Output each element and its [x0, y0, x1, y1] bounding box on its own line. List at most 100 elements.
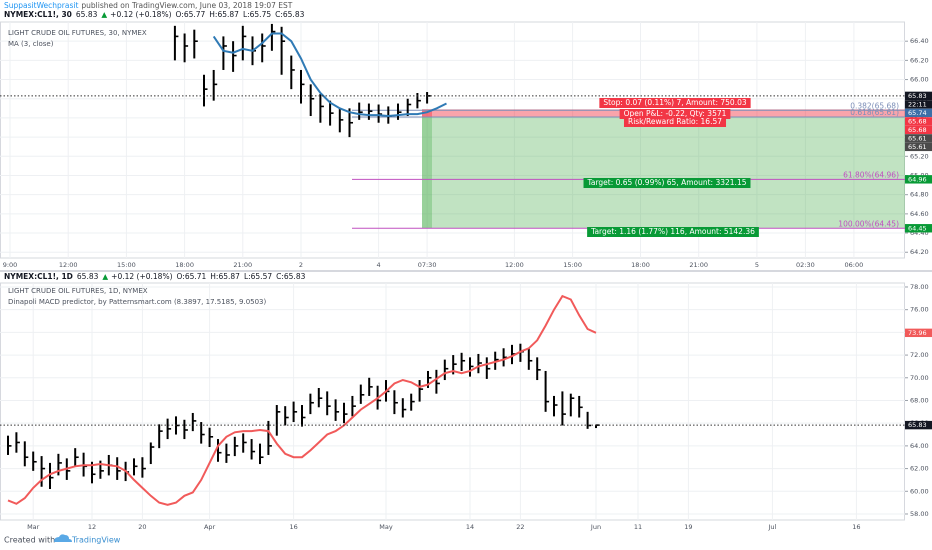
y-tick-label: 70.00 [910, 374, 929, 382]
price-label-text: 64.96 [908, 175, 927, 183]
price-label-text: 64.45 [908, 224, 927, 232]
price-label-text: 65.68 [908, 126, 927, 134]
price-label-text: 65.61 [908, 134, 927, 142]
price-label-text: 73.96 [908, 329, 927, 337]
x-tick-label: 11 [634, 523, 642, 531]
x-tick-label: Jul [767, 523, 776, 531]
x-tick-label: 16 [852, 523, 860, 531]
annotation-text: Target: 1.16 (1.77%) 116, Amount: 5142.3… [590, 227, 755, 236]
x-tick-label: Mar [27, 523, 40, 531]
x-tick-label: 15:00 [117, 261, 136, 269]
x-tick-label: 15:00 [563, 261, 582, 269]
y-tick-label: 62.00 [910, 465, 929, 473]
symbol-info: NYMEX:CL1!, 30 65.83 ▲ +0.12 (+0.18%) O:65.7… [4, 10, 305, 19]
symbol-info: NYMEX:CL1!, 1D 65.83 ▲ +0.12 (+0.18%) O:65.7… [4, 272, 306, 281]
y-tick-label: 76.00 [910, 306, 929, 314]
y-tick-label: 64.20 [910, 248, 929, 256]
annotation-box [599, 98, 751, 108]
annotation-box [583, 178, 751, 188]
position-zone [422, 116, 905, 229]
header: SuppasitWechprasit published on TradingVi… [4, 1, 293, 10]
price-label [905, 108, 932, 118]
y-tick-label: 58.00 [910, 510, 929, 518]
y-tick-label: 66.00 [910, 76, 929, 84]
y-tick-label: 64.80 [910, 191, 929, 199]
price-label-text: 65.83 [908, 421, 927, 429]
price-label [905, 125, 932, 135]
annotation-text: Open P&L: -0.22, Qty: 3571 [624, 109, 727, 118]
y-tick-label: 64.60 [910, 210, 929, 218]
annotation-box [587, 227, 759, 237]
change: +0.12 (+0.18%) [110, 10, 171, 19]
x-tick-label: 21:00 [233, 261, 252, 269]
y-tick-label: 64.00 [910, 442, 929, 450]
price-label [905, 420, 932, 430]
x-tick-label: 12:00 [505, 261, 524, 269]
x-tick-label: 12:00 [59, 261, 78, 269]
direction: ▲ [101, 10, 107, 19]
fib-label: 61.80%(64.96) [843, 170, 899, 179]
x-tick-label: 19 [684, 523, 692, 531]
chart-title: LIGHT CRUDE OIL FUTURES, 30, NYMEX [8, 29, 147, 37]
footer-created: Created with [4, 536, 55, 545]
annotation-text: Target: 0.65 (0.99%) 65, Amount: 3321.15 [587, 178, 747, 187]
ohlc-value: L:65.57 [244, 272, 272, 281]
ohlc-value: C:65.83 [276, 272, 305, 281]
price-label [905, 142, 932, 152]
x-tick-label: 2 [299, 261, 303, 269]
fib-label: 100.00%(64.45) [838, 219, 899, 228]
x-tick-label: 21:00 [689, 261, 708, 269]
published: published on TradingView.com, June 03, 2… [81, 1, 292, 10]
x-tick-label: 02:30 [796, 261, 815, 269]
plot-area [0, 21, 905, 259]
ohlc-value: H:65.87 [209, 10, 239, 19]
price-label-text: 65.61 [908, 143, 927, 151]
x-tick-label: 20 [138, 523, 146, 531]
position-zone-edge [422, 116, 432, 229]
x-tick-label: 12 [88, 523, 96, 531]
annotation-box [619, 109, 731, 119]
logo [54, 534, 72, 542]
x-tick-label: Jun [590, 523, 601, 531]
price-label-text: 65.83 [908, 92, 927, 100]
direction: ▲ [102, 272, 108, 281]
price-label-text: 65.68 [908, 117, 927, 125]
price-label [905, 224, 932, 233]
symbol: NYMEX:CL1!, 30 [4, 10, 72, 19]
x-tick-label: May [379, 523, 393, 531]
last-value: 65.83 [77, 272, 99, 281]
chart-subtitle: MA (3, close) [8, 40, 54, 48]
x-tick-label: 22 [516, 523, 524, 531]
y-tick-label: 66.20 [910, 56, 929, 64]
x-tick-label: Apr [204, 523, 216, 531]
countdown: 22:11 [908, 100, 927, 108]
price-label [905, 134, 932, 143]
overlay-line [212, 32, 447, 118]
x-tick-label: 16 [289, 523, 297, 531]
annotation-text: Stop: 0.07 (0.11%) 7, Amount: 750.03 [603, 98, 747, 107]
y-tick-label: 78.00 [910, 283, 929, 291]
x-tick-label: 4 [377, 261, 381, 269]
x-tick-label: 18:00 [631, 261, 650, 269]
footer-brand[interactable]: TradingView [71, 536, 121, 545]
y-tick-label: 72.00 [910, 351, 929, 359]
last-value: 65.83 [76, 10, 98, 19]
fib-label: 0.382(65.68) [850, 101, 899, 110]
annotation-text: Risk/Reward Ratio: 16.57 [628, 117, 722, 126]
x-tick-label: 06:00 [845, 261, 864, 269]
symbol: NYMEX:CL1!, 1D [4, 272, 73, 281]
x-tick-label: 14 [466, 523, 474, 531]
ohlc-value: O:65.77 [176, 10, 206, 19]
author[interactable]: SuppasitWechprasit [4, 1, 78, 10]
chart-title: LIGHT CRUDE OIL FUTURES, 1D, NYMEX [8, 287, 148, 295]
price-label [905, 328, 932, 338]
x-tick-label: 9:00 [3, 261, 18, 269]
y-tick-label: 66.40 [910, 37, 929, 45]
ohlc-value: O:65.71 [177, 272, 207, 281]
x-tick-label: 07:30 [418, 261, 437, 269]
price-label [905, 117, 932, 126]
y-tick-label: 65.20 [910, 152, 929, 160]
x-tick-label: 5 [755, 261, 759, 269]
